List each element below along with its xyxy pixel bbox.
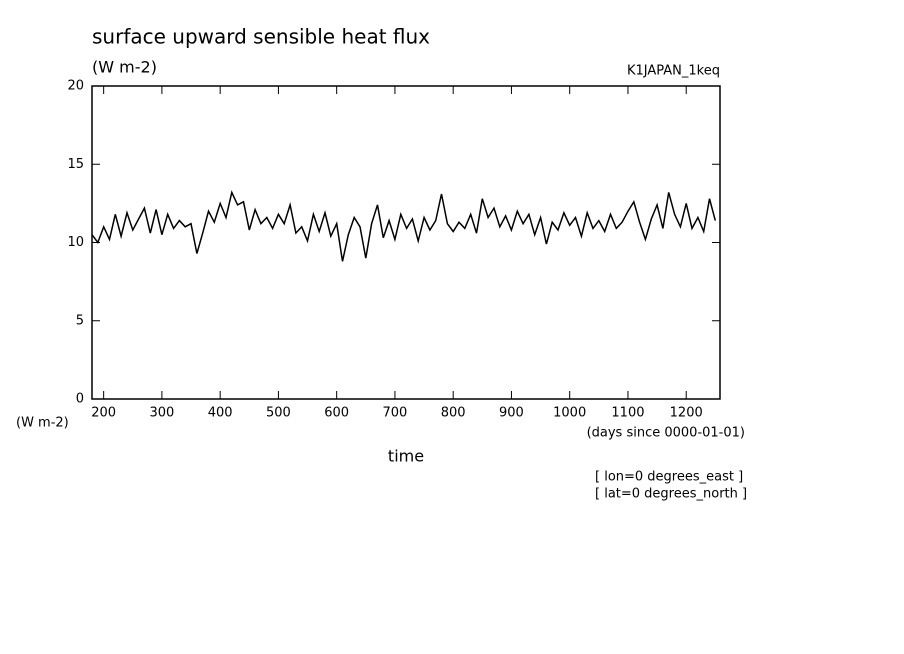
y-tick-label: 20 (67, 79, 84, 94)
x-tick-label: 1000 (553, 406, 586, 421)
y-tick-label: 5 (76, 313, 84, 328)
x-tick-label: 600 (324, 406, 349, 421)
note: [ lon=0 degrees_east ] (595, 470, 743, 485)
x-tick-label: 800 (441, 406, 466, 421)
x-tick-label: 500 (266, 406, 291, 421)
x-tick-label: 1100 (611, 406, 644, 421)
subtitle: (W m-2) (92, 58, 157, 77)
y-tick-label: 0 (76, 392, 84, 407)
plot-frame (91, 85, 721, 400)
x-tick-label: 1200 (670, 406, 703, 421)
y-tick-label: 15 (67, 157, 84, 172)
x-tick-label: 200 (91, 406, 116, 421)
x-tick-label: 900 (499, 406, 524, 421)
x-tick-label: 400 (208, 406, 233, 421)
chart-title: surface upward sensible heat flux (92, 25, 430, 49)
y-label: (W m-2) (16, 416, 69, 431)
data-line (91, 190, 717, 262)
annotation: K1JAPAN_1keq (627, 64, 720, 79)
x-units: (days since 0000-01-01) (587, 426, 745, 441)
x-tick-label: 700 (383, 406, 408, 421)
x-label: time (388, 447, 424, 466)
note: [ lat=0 degrees_north ] (595, 487, 747, 502)
y-tick-label: 10 (67, 235, 84, 250)
x-tick-label: 300 (149, 406, 174, 421)
